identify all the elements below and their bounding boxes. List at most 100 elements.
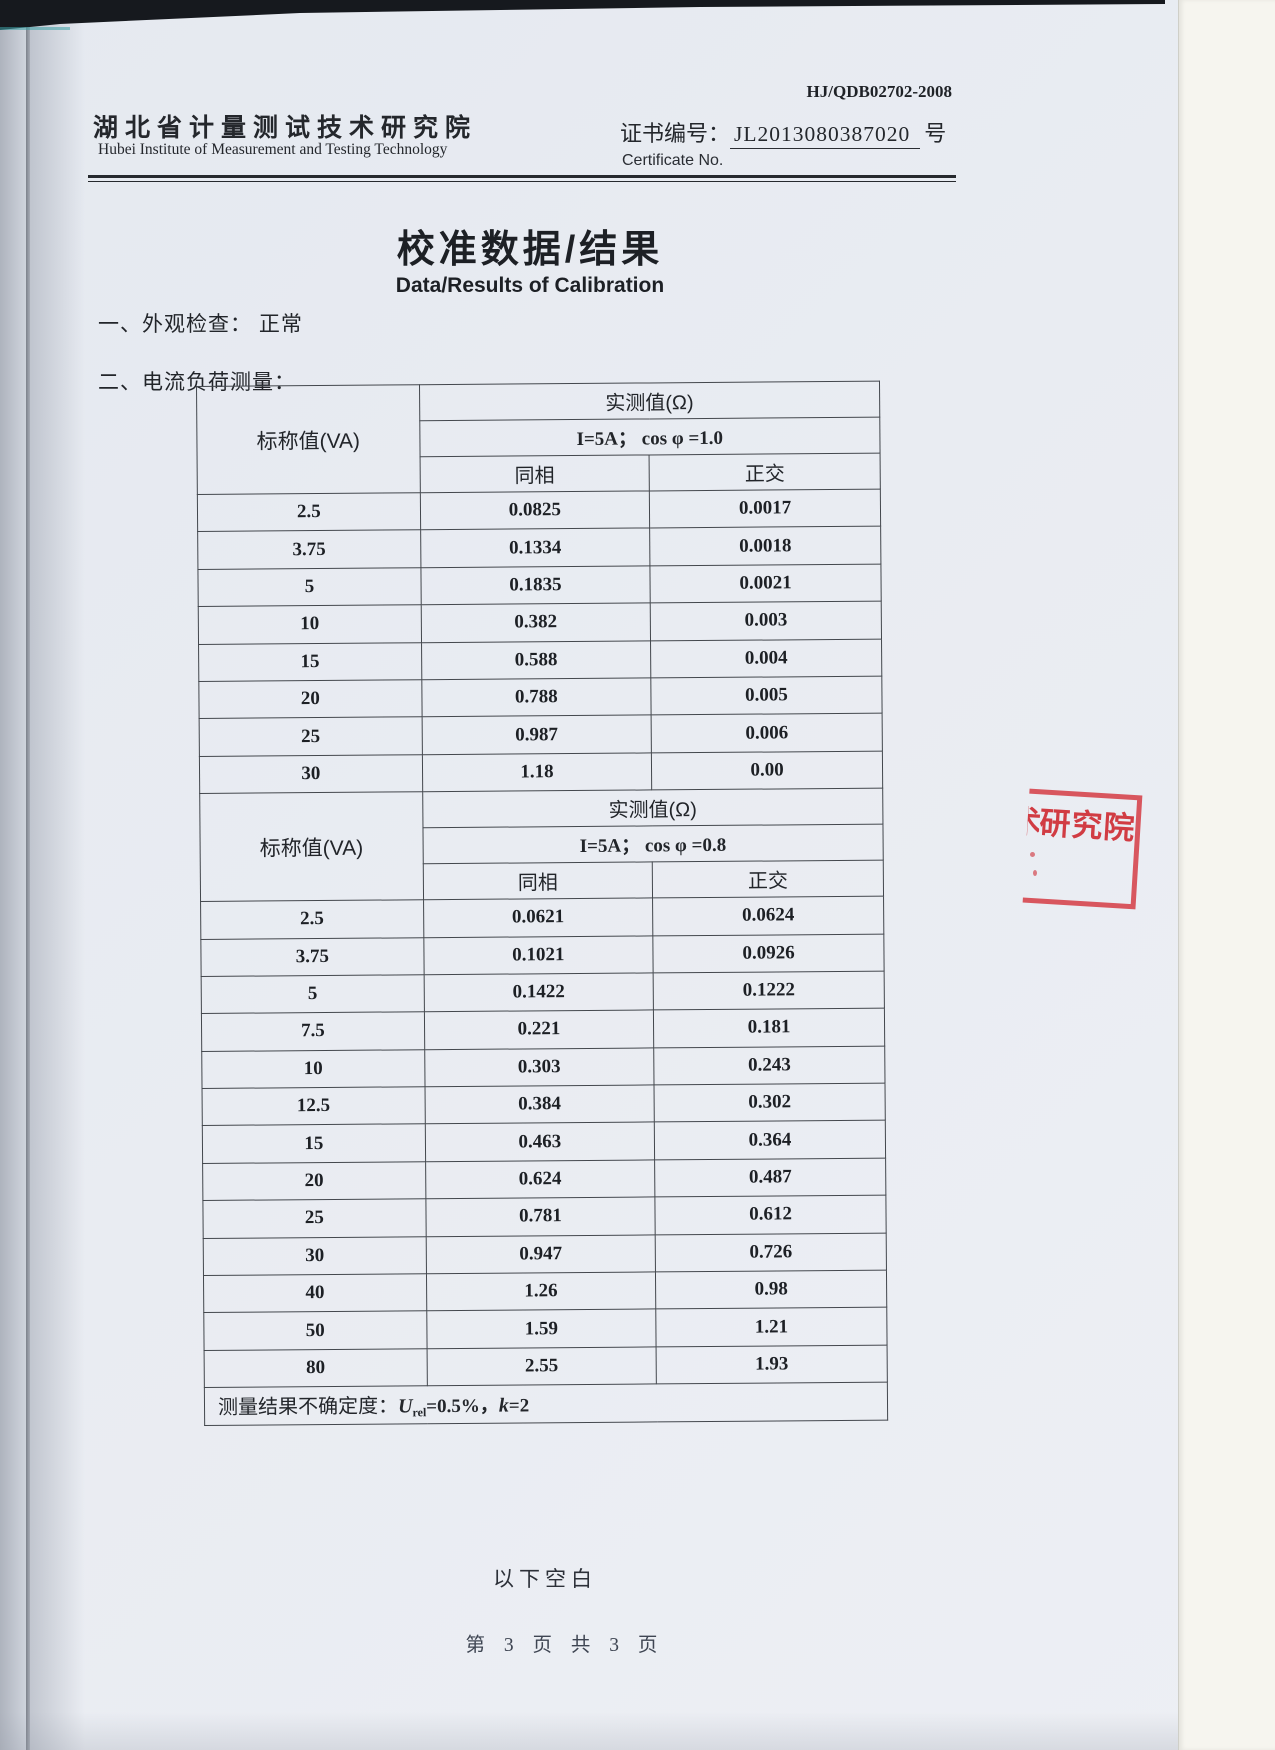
page-title-cn: 校准数据/结果 — [396, 229, 664, 271]
stamp-ink-speck — [1030, 852, 1035, 857]
cell-inphase: 0.384 — [424, 1085, 655, 1125]
table2-inphase-header: 同相 — [422, 862, 653, 900]
cell-inphase: 2.55 — [426, 1346, 657, 1386]
cell-quadrature: 0.0017 — [649, 489, 881, 529]
cell-nominal: 25 — [199, 717, 423, 757]
table-row: 15 0.588 0.004 — [198, 638, 882, 682]
cell-nominal: 2.5 — [197, 492, 421, 532]
table2-measured-header: 实测值(Ω) — [422, 788, 883, 828]
scanner-edge-artifact — [0, 0, 1165, 30]
cell-quadrature: 0.612 — [655, 1195, 887, 1235]
uncertainty-value: =0.5%， — [426, 1395, 499, 1418]
table-row: 30 0.947 0.726 — [203, 1232, 887, 1276]
cell-inphase: 0.1334 — [420, 528, 651, 568]
table-row: 30 1.18 0.00 — [199, 750, 883, 794]
uncertainty-prefix: 测量结果不确定度： — [217, 1395, 399, 1420]
table-row: 2.5 0.0825 0.0017 — [197, 489, 881, 532]
cell-quadrature: 0.005 — [650, 676, 883, 716]
cell-nominal: 25 — [202, 1198, 426, 1239]
cell-inphase: 0.303 — [424, 1047, 655, 1087]
section-load-measurement: 二、电流负荷测量： — [98, 371, 296, 394]
table-row: 15 0.463 0.364 — [202, 1120, 886, 1164]
cell-inphase: 1.18 — [422, 752, 652, 792]
cell-quadrature: 0.006 — [651, 713, 883, 753]
cell-inphase: 0.463 — [424, 1122, 655, 1162]
table-row: 2.5 0.0621 0.0624 — [200, 896, 884, 939]
official-stamp: 术研究院 — [1022, 788, 1143, 910]
institute-name-en: Hubei Institute of Measurement and Testi… — [98, 141, 448, 158]
table-row: 10 0.303 0.243 — [201, 1045, 885, 1089]
table1-header-row-measured: 标称值(VA) 实测值(Ω) — [196, 381, 880, 495]
stamp-text: 术研究院 — [1026, 797, 1137, 849]
uncertainty-statement: 测量结果不确定度：Urel=0.5%，k=2 — [204, 1382, 888, 1426]
cell-quadrature: 1.93 — [656, 1344, 888, 1385]
cell-quadrature: 0.003 — [650, 601, 882, 641]
page-number: 第 3 页 共 3 页 — [465, 1635, 665, 1656]
cell-nominal: 3.75 — [200, 937, 424, 977]
cell-quadrature: 0.0018 — [649, 526, 881, 566]
cell-nominal: 50 — [203, 1311, 427, 1351]
table-row: 50 1.59 1.21 — [203, 1307, 888, 1351]
cell-nominal: 30 — [203, 1236, 427, 1276]
cell-inphase: 0.0621 — [423, 898, 653, 938]
document-code: HJ/QDB02702-2008 — [806, 82, 952, 101]
certificate-number-suffix: 号 — [924, 121, 947, 146]
cell-nominal: 15 — [202, 1124, 426, 1164]
page-bottom-shadow — [0, 1712, 1178, 1750]
cell-nominal: 2.5 — [200, 899, 424, 939]
cell-nominal: 15 — [198, 642, 422, 682]
cell-nominal: 5 — [201, 974, 425, 1014]
calibration-data-table: 标称值(VA) 实测值(Ω) I=5A； cos φ =1.0 同相 正交 2.… — [196, 381, 888, 1427]
cell-nominal: 10 — [201, 1049, 425, 1089]
table2-header-row-measured: 标称值(VA) 实测值(Ω) — [199, 788, 883, 902]
uncertainty-u-symbol: Urel — [397, 1395, 427, 1420]
certificate-number-line: 证书编号： JL2013080387020 号 — [620, 116, 947, 149]
cell-quadrature: 0.00 — [651, 750, 883, 791]
cell-inphase: 0.221 — [424, 1010, 654, 1050]
table-row: 20 0.624 0.487 — [202, 1157, 886, 1201]
cell-inphase: 1.59 — [426, 1309, 657, 1349]
table-row: 80 2.55 1.93 — [204, 1344, 888, 1388]
cell-quadrature: 0.181 — [653, 1008, 885, 1048]
section-visual-check: 一、外观检查： 正常 — [98, 313, 303, 336]
table-row: 40 1.26 0.98 — [203, 1270, 887, 1313]
cell-nominal: 30 — [199, 754, 423, 794]
table1-measured-header: 实测值(Ω) — [419, 381, 880, 421]
table-row: 25 0.781 0.612 — [202, 1195, 887, 1239]
cell-inphase: 0.624 — [425, 1159, 656, 1199]
cell-inphase: 0.947 — [425, 1234, 656, 1274]
table-row: 25 0.987 0.006 — [199, 713, 883, 757]
table-row: 3.75 0.1021 0.0926 — [200, 933, 885, 977]
calibration-table: 标称值(VA) 实测值(Ω) I=5A； cos φ =1.0 同相 正交 2.… — [196, 381, 888, 1427]
cell-nominal: 40 — [203, 1273, 427, 1313]
cell-nominal: 20 — [202, 1161, 426, 1201]
cell-inphase: 0.588 — [421, 640, 651, 680]
table2-condition: I=5A； cos φ =0.8 — [422, 824, 884, 864]
cell-inphase: 0.788 — [421, 677, 652, 718]
cell-nominal: 80 — [204, 1348, 428, 1388]
table-row: 12.5 0.384 0.302 — [202, 1083, 886, 1126]
cell-nominal: 5 — [197, 567, 421, 607]
cell-inphase: 0.1021 — [423, 935, 654, 975]
uncertainty-k-symbol: k — [498, 1394, 509, 1417]
table2-nominal-header: 标称值(VA) — [199, 791, 424, 902]
cell-quadrature: 0.364 — [654, 1120, 886, 1160]
cell-inphase: 0.1422 — [423, 972, 654, 1013]
page-title-en: Data/Results of Calibration — [395, 274, 665, 297]
cell-quadrature: 1.21 — [655, 1307, 888, 1347]
cell-inphase: 0.382 — [420, 603, 651, 643]
header-divider — [88, 175, 956, 182]
stamp-ink-speck — [1033, 870, 1037, 876]
uncertainty-row: 测量结果不确定度：Urel=0.5%，k=2 — [204, 1382, 888, 1426]
cell-quadrature: 0.1222 — [653, 971, 885, 1011]
cell-inphase: 0.0825 — [420, 490, 650, 531]
table-row: 5 0.1835 0.0021 — [197, 563, 882, 607]
table1-condition: I=5A； cos φ =1.0 — [419, 417, 881, 457]
cell-inphase: 0.781 — [425, 1197, 656, 1237]
cell-quadrature: 0.98 — [655, 1270, 887, 1310]
scanner-edge-tint — [0, 27, 70, 30]
cell-quadrature: 0.0021 — [650, 563, 882, 604]
uncertainty-k-value: =2 — [508, 1395, 530, 1417]
cell-quadrature: 0.004 — [650, 638, 882, 678]
table-row: 7.5 0.221 0.181 — [201, 1008, 885, 1052]
